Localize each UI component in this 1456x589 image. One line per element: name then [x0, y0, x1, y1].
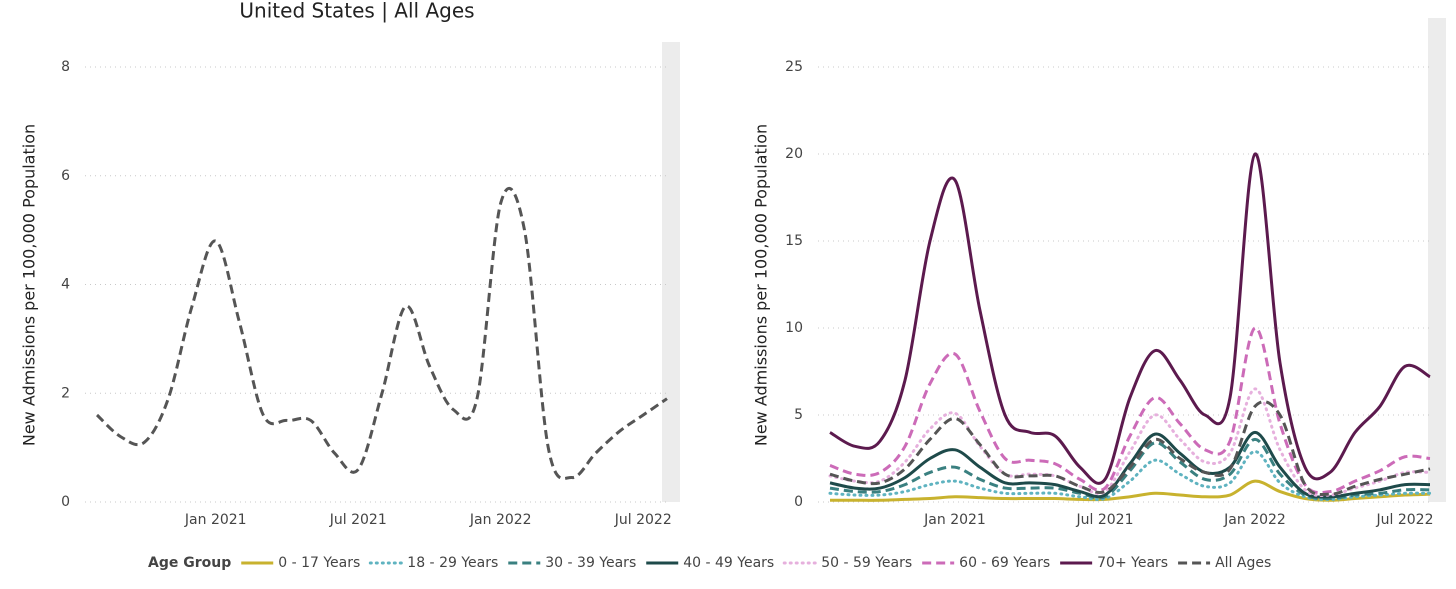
y-tick-label: 6: [61, 168, 70, 184]
data-line: [829, 400, 1431, 496]
scroll-band: [1428, 18, 1446, 502]
legend-label: 0 - 17 Years: [278, 555, 360, 571]
scroll-band: [662, 42, 680, 502]
y-tick-label: 4: [61, 277, 70, 293]
legend-label: 18 - 29 Years: [407, 555, 498, 571]
legend-label: 60 - 69 Years: [959, 555, 1050, 571]
y-tick-label: 15: [785, 233, 803, 249]
legend-label: 40 - 49 Years: [683, 555, 774, 571]
x-tick-label: Jan 2021: [184, 512, 247, 528]
y-tick-label: 0: [61, 494, 70, 510]
y-axis-label: New Admissions per 100,000 Population: [752, 124, 771, 446]
y-tick-label: 10: [785, 320, 803, 336]
data-line: [829, 152, 1431, 485]
x-tick-label: Jan 2021: [923, 512, 986, 528]
data-line: [829, 326, 1431, 495]
y-axis-label: New Admissions per 100,000 Population: [20, 124, 39, 446]
legend-label: 30 - 39 Years: [545, 555, 636, 571]
legend-title: Age Group: [148, 555, 231, 571]
legend-label: All Ages: [1215, 555, 1271, 571]
x-tick-label: Jul 2022: [614, 512, 672, 528]
y-tick-label: 20: [785, 146, 803, 162]
legend-label: 50 - 59 Years: [821, 555, 912, 571]
y-tick-label: 2: [61, 385, 70, 401]
data-line: [829, 430, 1431, 499]
x-tick-label: Jan 2022: [1223, 512, 1286, 528]
y-tick-label: 25: [785, 59, 803, 75]
data-line: [830, 479, 1431, 502]
x-tick-label: Jul 2022: [1376, 512, 1434, 528]
legend-label: 70+ Years: [1097, 555, 1168, 571]
chart-title: United States | All Ages: [239, 0, 474, 23]
y-tick-label: 0: [794, 494, 803, 510]
data-line: [828, 387, 1432, 498]
y-tick-label: 8: [61, 59, 70, 75]
x-tick-label: Jul 2021: [1076, 512, 1134, 528]
data-line: [95, 187, 668, 481]
data-line: [828, 450, 1432, 501]
data-line: [829, 437, 1431, 501]
x-tick-label: Jul 2021: [329, 512, 387, 528]
x-tick-label: Jan 2022: [469, 512, 532, 528]
y-tick-label: 5: [794, 407, 803, 423]
